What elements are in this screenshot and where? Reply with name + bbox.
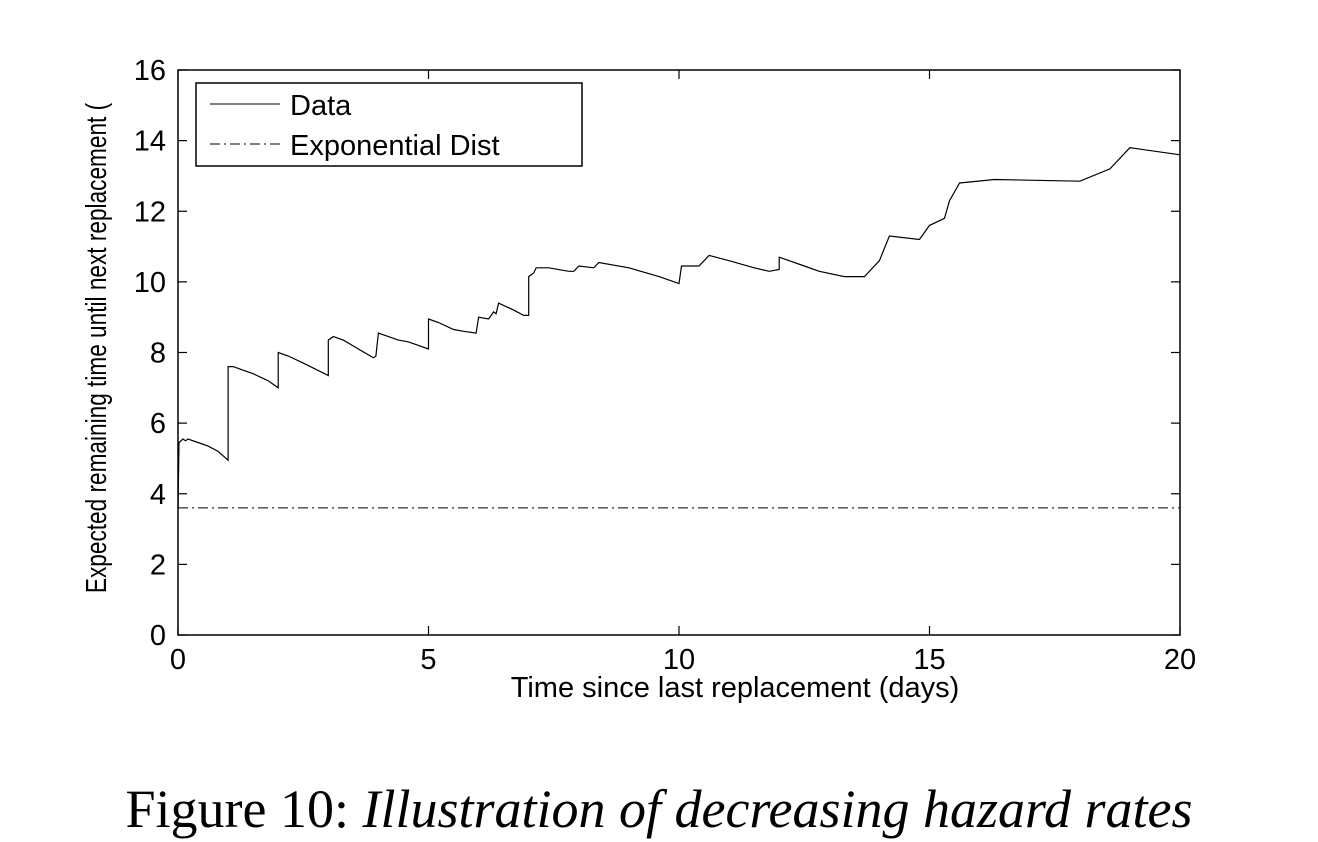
- x-axis-label: Time since last replacement (days): [511, 672, 960, 704]
- y-axis-label: Expected remaining time until next repla…: [79, 103, 112, 594]
- figure-caption: Figure 10: Illustration of decreasing ha…: [0, 778, 1318, 840]
- legend: Data Exponential Dist: [195, 82, 583, 167]
- y-tick-label: 8: [150, 338, 166, 370]
- plot-frame: [177, 69, 1181, 636]
- legend-label-exponential: Exponential Dist: [290, 130, 500, 162]
- legend-box: [195, 82, 583, 167]
- x-tick-label: 20: [1164, 644, 1196, 676]
- y-tick-label: 0: [150, 620, 166, 652]
- caption-text: Illustration of decreasing hazard rates: [362, 779, 1193, 839]
- y-tick-label: 4: [150, 479, 166, 511]
- y-tick-label: 12: [134, 196, 166, 228]
- y-tick-label: 16: [134, 55, 166, 87]
- series-line-data: [177, 147, 1181, 508]
- y-tick-label: 2: [150, 549, 166, 581]
- y-tick-label: 10: [134, 267, 166, 299]
- x-tick-label: 5: [420, 644, 436, 676]
- series-layer: [177, 147, 1181, 509]
- x-tick-label: 0: [170, 644, 186, 676]
- y-tick-label: 6: [150, 408, 166, 440]
- caption-prefix: Figure 10:: [125, 779, 350, 839]
- legend-label-data: Data: [290, 90, 352, 122]
- y-tick-label: 14: [134, 126, 166, 158]
- x-tick-label: 15: [913, 644, 945, 676]
- x-tick-label: 10: [663, 644, 695, 676]
